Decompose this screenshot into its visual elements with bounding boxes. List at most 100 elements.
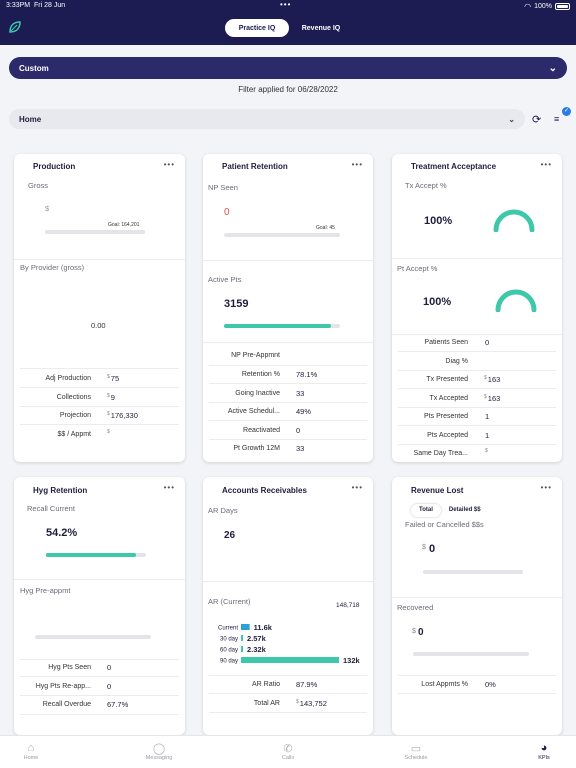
row-pts-accepted-label: Pts Accepted	[427, 432, 468, 439]
divider	[203, 342, 373, 343]
row-hyg-pts-seen-value: 0	[107, 663, 112, 672]
row-collections-value: $9	[107, 393, 115, 402]
refresh-icon[interactable]: ⟳	[532, 114, 542, 126]
row-recall-overdue-label: Recall Overdue	[42, 701, 91, 708]
ar-aging-value: 2.57k	[247, 634, 267, 643]
row-pt-growth-value: 33	[296, 444, 305, 453]
row-hyg-pts-reapp-label: Hyg Pts Re-app...	[35, 683, 91, 690]
divider	[209, 712, 367, 713]
divider	[209, 439, 367, 440]
ar-aging-chart: Current 11.6k 30 day 2.57k 60 day 2.32k 90 day…	[218, 623, 361, 665]
row-same-day-value: $	[485, 448, 488, 454]
row-tx-presented-value: $163	[484, 375, 501, 384]
nav-label: Calls	[281, 755, 295, 761]
recall-current-label: Recall Current	[27, 504, 75, 513]
row-tx-accepted-label: Tx Accepted	[429, 395, 468, 402]
nav-schedule[interactable]: ▭ Schedule	[386, 742, 446, 761]
active-pts-progress-fill	[224, 324, 331, 328]
row-active-scheduled-value: 49%	[296, 407, 312, 416]
recovered-label: Recovered	[397, 603, 434, 612]
divider	[392, 258, 562, 259]
more-options-icon[interactable]: •••	[540, 160, 552, 169]
row-per-appmt-value: $	[107, 429, 110, 435]
row-tx-presented-label: Tx Presented	[426, 376, 468, 383]
date-range-label: Custom	[19, 63, 49, 73]
ar-aging-label: 90 day	[220, 659, 238, 665]
ar-aging-bar	[241, 646, 243, 652]
chevron-down-icon: ⌄	[548, 62, 557, 74]
divider	[203, 260, 373, 261]
divider	[398, 444, 556, 445]
status-time: 3:33PM Fri 28 Jun	[6, 2, 66, 9]
row-going-inactive-label: Going Inactive	[235, 390, 280, 397]
row-diag-label: Diag %	[445, 358, 468, 365]
production-card[interactable]: Production ••• Gross $ Goal: 164,201 By …	[14, 154, 185, 462]
row-patients-seen-label: Patients Seen	[424, 339, 468, 346]
nav-label: KPIs	[538, 755, 550, 761]
filter-icon[interactable]: ≡	[554, 114, 560, 124]
bottom-nav: ⌂ Home ◯ Messaging ✆ Calls ▭ Schedule ◕ …	[0, 735, 576, 768]
nav-home[interactable]: ⌂ Home	[1, 742, 61, 761]
ar-aging-bar	[241, 624, 250, 630]
ar-current-value: 148,718	[336, 602, 360, 609]
row-ar-ratio-label: AR Ratio	[251, 681, 280, 688]
card-title: Production	[33, 162, 76, 171]
row-hyg-pts-reapp-value: 0	[107, 682, 112, 691]
recall-current-value: 54.2%	[46, 527, 78, 539]
row-per-appmt-label: $$ / Appmt	[57, 431, 91, 438]
divider	[209, 675, 367, 676]
tab-practice-iq[interactable]: Practice IQ	[225, 19, 289, 37]
revenue-lost-card[interactable]: Revenue Lost ••• Total Detailed $$ Faile…	[392, 477, 562, 735]
accounts-receivables-card[interactable]: Accounts Receivables ••• AR Days 26 AR (…	[203, 477, 373, 735]
more-options-icon[interactable]: •••	[163, 483, 175, 492]
row-same-day-label: Same Day Trea...	[413, 450, 468, 457]
ar-aging-value: 132k	[343, 656, 361, 665]
more-options-icon[interactable]: •••	[540, 483, 552, 492]
divider	[20, 368, 179, 369]
divider	[14, 259, 185, 260]
divider	[398, 425, 556, 426]
patient-retention-card[interactable]: Patient Retention ••• NP Seen 0 Goal: 45…	[203, 154, 373, 462]
tx-accept-value: 100%	[424, 215, 453, 227]
row-collections-label: Collections	[56, 394, 91, 401]
treatment-acceptance-card[interactable]: Treatment Acceptance ••• Tx Accept % 100…	[392, 154, 562, 462]
nav-kpis[interactable]: ◕ KPIs	[514, 742, 574, 761]
row-retention-label: Retention %	[241, 371, 280, 378]
divider	[20, 406, 179, 407]
nav-messaging[interactable]: ◯ Messaging	[129, 742, 189, 761]
tab-total[interactable]: Total	[411, 504, 441, 517]
card-title: Revenue Lost	[411, 486, 464, 495]
app-logo-icon[interactable]	[8, 20, 22, 34]
recovered-progress-bar	[413, 652, 529, 656]
np-progress-bar	[224, 233, 340, 237]
gross-value: $	[45, 204, 50, 213]
hyg-pre-appmt-label: Hyg Pre-appmt	[20, 586, 71, 595]
card-title: Patient Retention	[222, 162, 288, 171]
row-reactivated-value: 0	[296, 426, 301, 435]
divider	[209, 693, 367, 694]
status-indicators: ◠ 100%	[524, 2, 570, 11]
active-pts-value: 3159	[224, 298, 249, 310]
location-select[interactable]: Home ⌄	[9, 109, 525, 129]
location-label: Home	[19, 114, 42, 124]
row-projection-label: Projection	[59, 412, 91, 419]
hyg-retention-card[interactable]: Hyg Retention ••• Recall Current 54.2% H…	[14, 477, 185, 735]
filter-active-badge: ✓	[562, 107, 571, 116]
failed-progress-bar	[423, 570, 523, 574]
multitask-dots[interactable]: •••	[280, 0, 292, 9]
tab-revenue-iq[interactable]: Revenue IQ	[301, 24, 341, 32]
chat-bubble-icon: ◯	[152, 743, 166, 755]
gross-label: Gross	[28, 181, 49, 190]
nav-calls[interactable]: ✆ Calls	[258, 742, 318, 761]
date-range-dropdown[interactable]: Custom ⌄	[9, 57, 567, 79]
chevron-down-icon: ⌄	[508, 114, 515, 124]
tab-detailed[interactable]: Detailed $$	[448, 507, 481, 513]
active-pts-label: Active Pts	[208, 275, 242, 284]
more-options-icon[interactable]: •••	[163, 160, 175, 169]
row-lost-appmts-value: 0%	[485, 680, 496, 689]
more-options-icon[interactable]: •••	[351, 483, 363, 492]
ar-days-label: AR Days	[208, 506, 238, 515]
divider	[20, 714, 179, 715]
pie-chart-icon: ◕	[540, 742, 548, 754]
more-options-icon[interactable]: •••	[351, 160, 363, 169]
